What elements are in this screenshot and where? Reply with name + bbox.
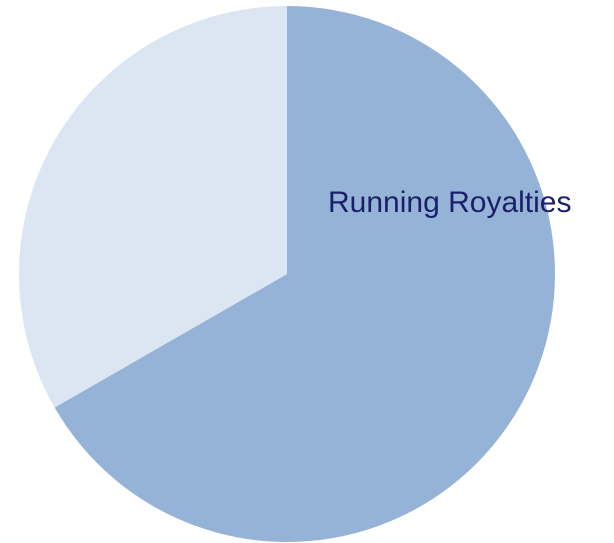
pie-slice-0 [54, 6, 555, 542]
pie-slice-label-0: Running Royalties [328, 186, 571, 219]
pie-slices [18, 6, 555, 542]
pie-slice-1 [18, 6, 288, 408]
pie-labels: Running Royalties [328, 186, 571, 219]
